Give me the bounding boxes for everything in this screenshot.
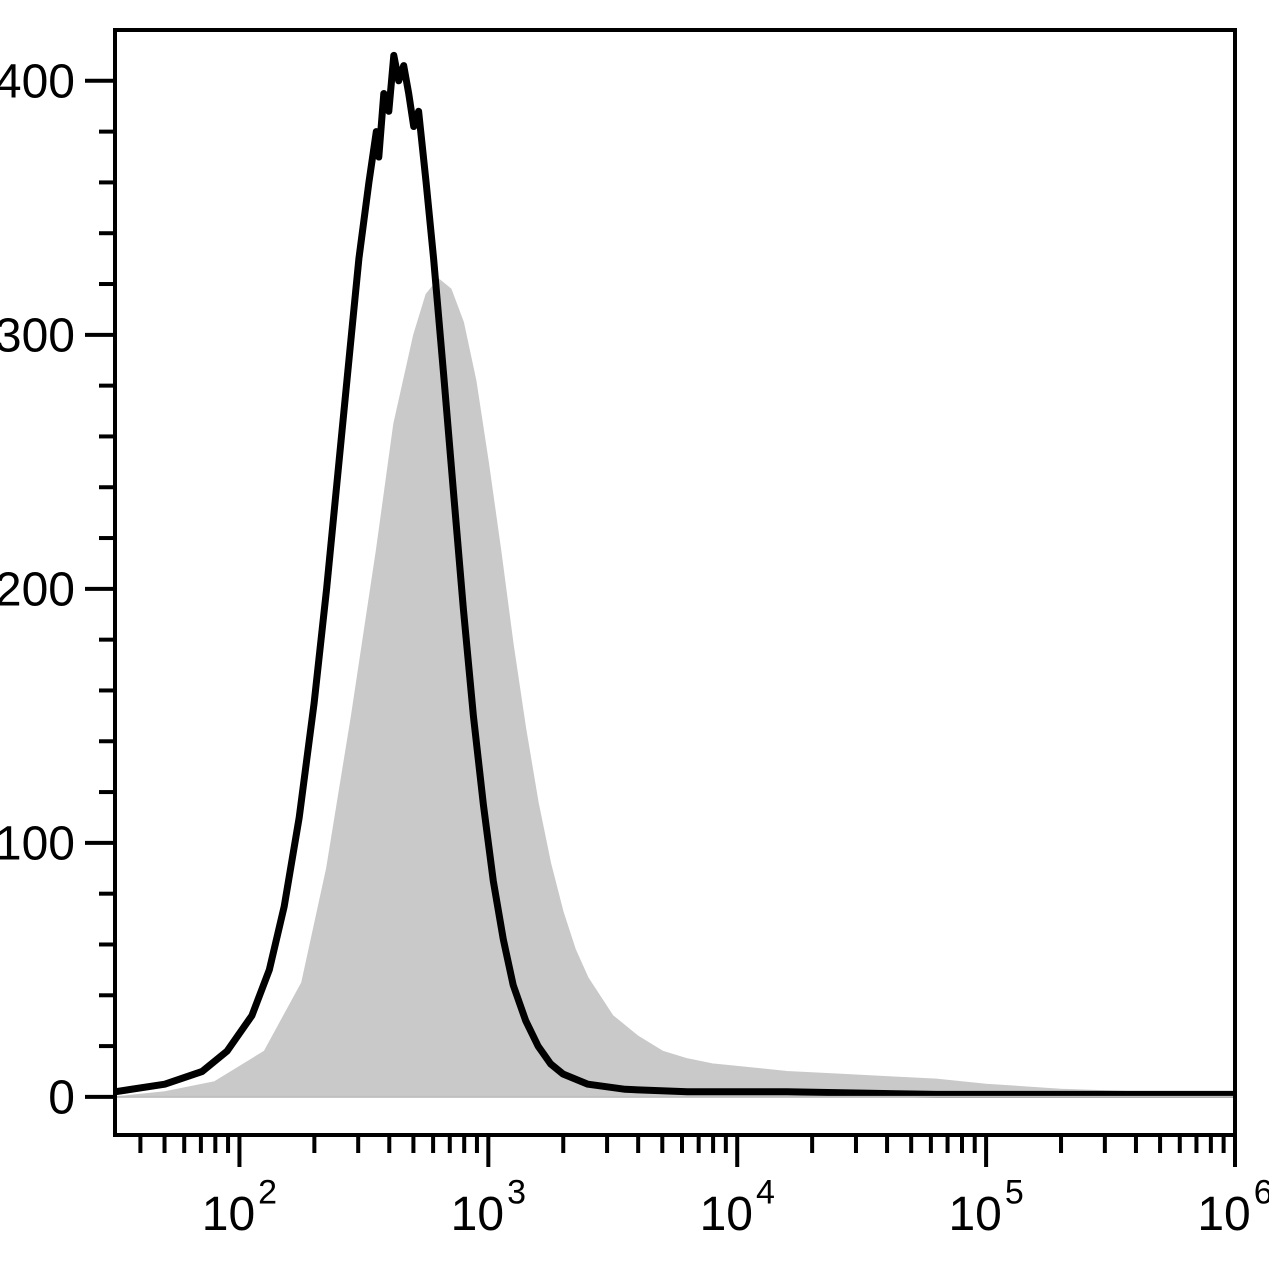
y-tick-label: 300 (0, 310, 75, 363)
chart-svg: 0100200300400102103104105106 (0, 0, 1269, 1280)
y-tick-label: 200 (0, 564, 75, 617)
y-tick-label: 0 (48, 1072, 75, 1125)
y-tick-label: 100 (0, 818, 75, 871)
flow-cytometry-histogram: 0100200300400102103104105106 (0, 0, 1269, 1280)
y-tick-label: 400 (0, 56, 75, 109)
